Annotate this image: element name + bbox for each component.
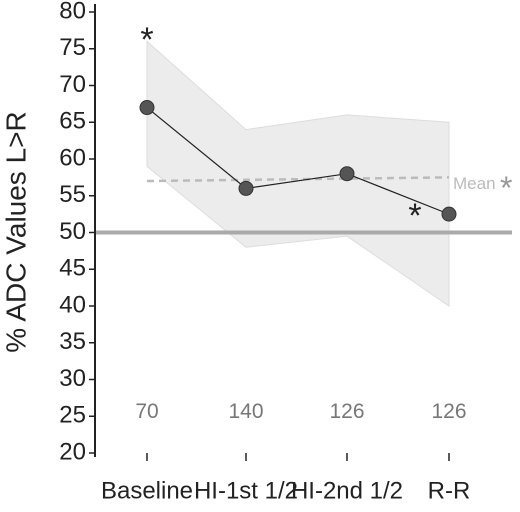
point [139, 100, 155, 116]
y-tick-label: 60 [59, 144, 86, 171]
y-tick-label: 40 [59, 291, 86, 318]
significance-mark: * [140, 21, 153, 59]
point [339, 166, 355, 182]
x-tick-label: HI-2nd 1/2 [291, 477, 403, 504]
y-tick-label: 25 [59, 402, 86, 429]
y-tick-label: 20 [59, 438, 86, 465]
significance-mark: * [408, 197, 421, 235]
count-label: 70 [135, 400, 158, 423]
count-label: 126 [431, 400, 466, 423]
point [441, 206, 457, 222]
y-tick-label: 35 [59, 328, 86, 355]
point [238, 180, 254, 196]
y-tick-label: 30 [59, 365, 86, 392]
y-tick-label: 80 [59, 0, 86, 24]
y-axis-label: % ADC Values L>R [0, 111, 31, 353]
count-label: 140 [228, 400, 263, 423]
series-line [146, 107, 450, 215]
y-tick-label: 70 [59, 71, 86, 98]
y-tick-label: 75 [59, 34, 86, 61]
x-tick-label: R-R [428, 477, 471, 504]
y-tick-label: 50 [59, 218, 86, 245]
mean-line [146, 176, 450, 183]
y-tick-label: 65 [59, 108, 86, 135]
x-tick-label: HI-1st 1/2 [194, 477, 298, 504]
range-band [146, 40, 450, 307]
mean-label: Mean [453, 174, 496, 193]
y-tick-label: 55 [59, 181, 86, 208]
mean-mark: * [500, 170, 512, 206]
y-tick-label: 45 [59, 255, 86, 282]
x-tick-label: Baseline [101, 477, 193, 504]
count-label: 126 [329, 400, 364, 423]
